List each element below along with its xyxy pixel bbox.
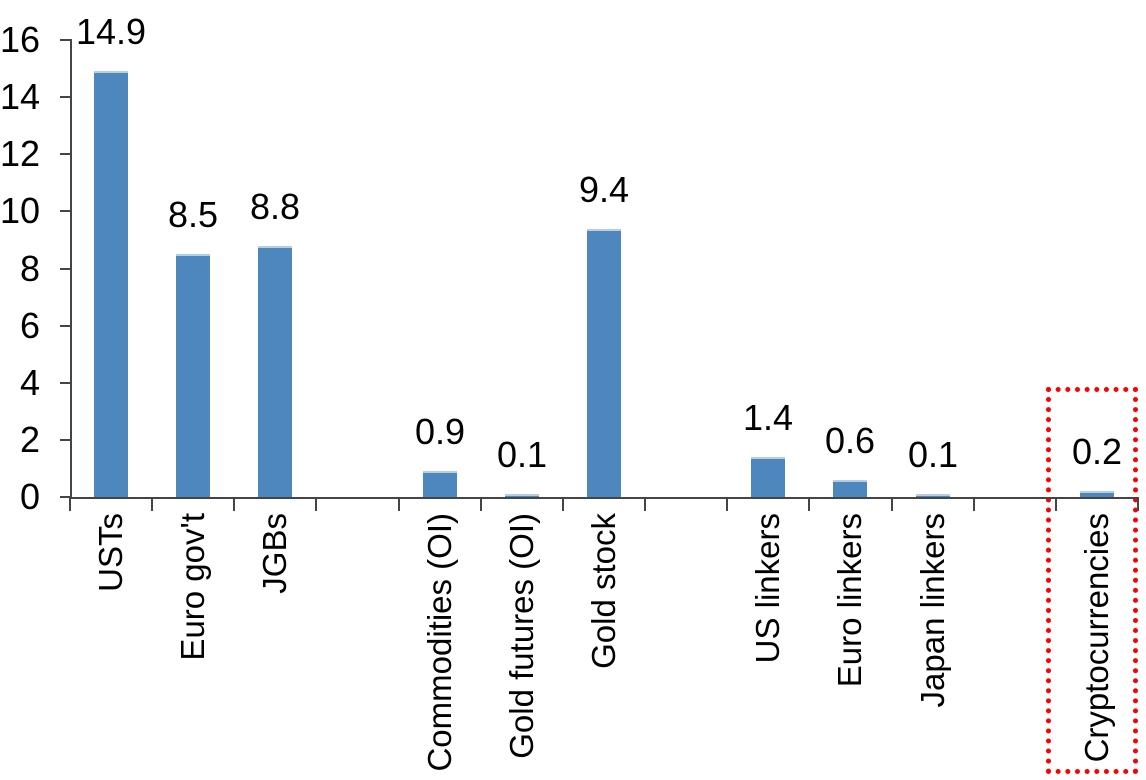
x-axis-tick xyxy=(644,497,647,511)
bar-value-label-japan-linkers: 0.1 xyxy=(907,434,959,475)
y-axis-tick-label: 12 xyxy=(0,133,41,175)
x-axis-tick xyxy=(315,497,318,511)
x-axis-tick xyxy=(808,497,811,511)
x-axis-category-label-gold-futures-oi: Gold futures (OI) xyxy=(503,513,540,759)
bar-value-label-euro-linkers: 0.6 xyxy=(824,420,876,461)
y-axis-tick-label: 8 xyxy=(19,247,40,289)
x-axis-category-label-usts: USTs xyxy=(92,513,129,592)
y-axis-tick-label: 0 xyxy=(19,476,40,517)
y-axis-tick xyxy=(60,381,70,384)
y-axis-tick xyxy=(60,39,70,41)
bar-gold-stock xyxy=(587,229,621,497)
x-axis-category-label-euro-gov-t: Euro gov't xyxy=(174,513,211,661)
bar-value-label-usts: 14.9 xyxy=(75,11,147,52)
bar-value-label-jgbs: 8.8 xyxy=(249,186,301,227)
bar-us-linkers xyxy=(751,457,785,497)
x-axis-tick xyxy=(1054,497,1057,511)
bar-value-label-euro-gov-t: 8.5 xyxy=(167,194,219,235)
bar-euro-linkers xyxy=(833,480,867,497)
y-axis-tick-label: 4 xyxy=(19,361,40,403)
bar-japan-linkers xyxy=(916,494,950,497)
x-axis-tick xyxy=(479,497,482,511)
x-axis-tick xyxy=(233,497,236,511)
bar-value-label-us-linkers: 1.4 xyxy=(742,397,794,438)
y-axis-tick-label: 16 xyxy=(0,19,41,60)
y-axis-tick xyxy=(60,96,70,99)
y-axis-tick-label: 10 xyxy=(0,190,41,232)
x-axis-category-label-commodities-oi: Commodities (OI) xyxy=(421,513,458,772)
bar-usts xyxy=(94,71,128,497)
bar-euro-gov-t xyxy=(176,254,210,497)
x-axis-tick xyxy=(972,497,975,511)
x-axis-category-label-jgbs: JGBs xyxy=(256,513,293,594)
x-axis-line xyxy=(70,497,1139,499)
x-axis-category-label-cryptocurrencies: Cryptocurrencies xyxy=(1078,513,1115,763)
y-axis-tick-label: 6 xyxy=(19,304,40,346)
y-axis-tick xyxy=(60,153,70,156)
y-axis-tick xyxy=(60,210,70,213)
bar-value-label-gold-futures-oi: 0.1 xyxy=(496,434,548,475)
x-axis-tick xyxy=(890,497,893,511)
bar-jgbs xyxy=(258,246,292,497)
x-axis-tick xyxy=(561,497,564,511)
x-axis-tick xyxy=(397,497,400,511)
y-axis-tick-label: 14 xyxy=(0,76,41,118)
x-axis-category-label-japan-linkers: Japan linkers xyxy=(914,513,951,708)
highlight-box xyxy=(1046,387,1138,774)
y-axis-tick xyxy=(60,438,70,441)
y-axis-tick xyxy=(60,324,70,327)
bar-cryptocurrencies xyxy=(1080,491,1114,497)
y-axis-line xyxy=(70,39,72,499)
x-axis-tick xyxy=(69,497,71,511)
x-axis-tick xyxy=(151,497,154,511)
x-axis-category-label-euro-linkers: Euro linkers xyxy=(831,513,868,688)
y-axis-tick xyxy=(60,267,70,270)
bar-commodities-oi xyxy=(423,471,457,497)
bar-gold-futures-oi xyxy=(505,494,539,497)
y-axis-tick-label: 2 xyxy=(19,418,40,460)
y-axis-tick xyxy=(60,496,70,498)
x-axis-tick xyxy=(726,497,729,511)
x-axis-category-label-us-linkers: US linkers xyxy=(749,513,786,664)
bar-value-label-commodities-oi: 0.9 xyxy=(414,411,466,452)
bar-value-label-cryptocurrencies: 0.2 xyxy=(1071,431,1123,472)
x-axis-tick xyxy=(1137,497,1139,511)
bar-value-label-gold-stock: 9.4 xyxy=(578,169,630,210)
x-axis-category-label-gold-stock: Gold stock xyxy=(585,513,622,669)
